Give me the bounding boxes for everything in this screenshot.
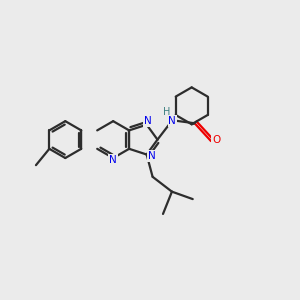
Text: H: H bbox=[163, 107, 171, 117]
Text: O: O bbox=[212, 136, 220, 146]
Text: N: N bbox=[144, 116, 152, 126]
Text: N: N bbox=[148, 151, 156, 161]
Text: N: N bbox=[169, 116, 176, 126]
Text: N: N bbox=[109, 154, 117, 164]
